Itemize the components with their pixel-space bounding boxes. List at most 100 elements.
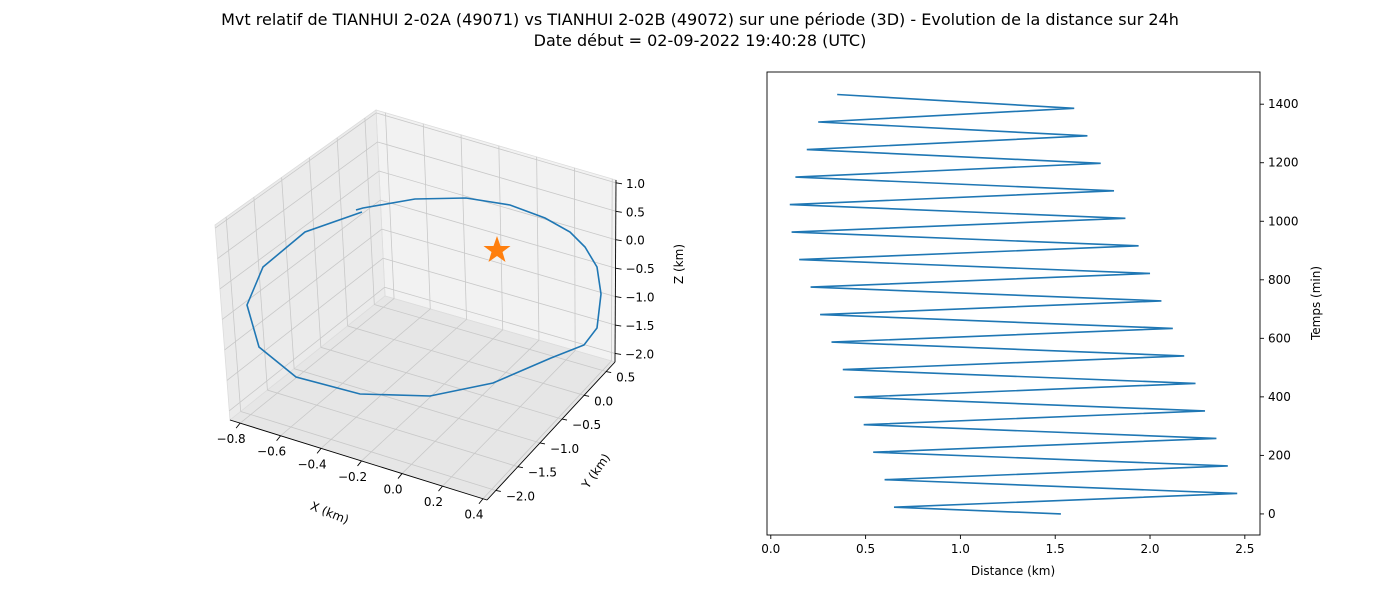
x-tick-label-3d: −0.8 — [217, 432, 246, 446]
grid-line-y-floor — [374, 304, 607, 372]
grid-line-y-side — [281, 177, 295, 369]
distance-series-line — [789, 93, 1238, 515]
y-axis-line-3d — [486, 361, 616, 501]
grid-line-z-side — [215, 112, 377, 229]
grid-line-y-side — [336, 137, 348, 326]
x-tick-label-3d: −0.4 — [297, 457, 326, 471]
x-tick-label-3d: −0.2 — [338, 470, 367, 484]
z-tick-label-3d: −2.0 — [625, 347, 654, 361]
y-tick-label-2d: 600 — [1268, 331, 1291, 345]
x-tick-label-3d: 0.4 — [464, 508, 483, 522]
y-tick-label-2d: 1200 — [1268, 156, 1299, 170]
y-tick-3d — [517, 466, 523, 469]
x-axis-line-3d — [229, 419, 488, 501]
x-tick-label-2d: 0.5 — [856, 542, 875, 556]
y-tick-3d — [606, 371, 612, 373]
grid-line-x-back — [536, 156, 540, 341]
figure-title: Mvt relatif de TIANHUI 2-02A (49071) vs … — [0, 9, 1400, 51]
y-tick-label-2d: 400 — [1268, 390, 1291, 404]
y-tick-label-3d: −1.0 — [550, 442, 579, 456]
z-tick-label-3d: 0.0 — [626, 234, 645, 248]
grid-line-x-back — [574, 167, 576, 351]
z-axis-label: Z (km) — [672, 244, 686, 284]
z-tick-label-3d: −0.5 — [626, 262, 655, 276]
x-tick-3d — [397, 473, 403, 479]
axes-3d: −0.8 −0.6 −0.4 −0.2 0.0 0.2 0.4 −2.0 −1.5 −1.0 −0.… — [217, 177, 655, 522]
x-tick-3d — [276, 435, 281, 442]
grid-line-z-back — [377, 141, 616, 212]
orbit-line — [246, 197, 602, 397]
z-tick-label-3d: 1.0 — [626, 177, 645, 191]
y-tick-label-2d: 200 — [1268, 448, 1291, 462]
grid-line-z-back — [384, 286, 616, 354]
plot-2d-frame — [766, 71, 1261, 536]
grid-line-z-side — [217, 141, 378, 259]
grid-line-z-back — [381, 228, 616, 297]
grid-line-x-floor — [280, 308, 431, 437]
x-tick-3d — [478, 498, 484, 505]
x-tick-label-2d: 1.5 — [1046, 542, 1065, 556]
y-axis-label: Y (km) — [578, 451, 613, 492]
x-tick-3d — [235, 422, 241, 429]
y-tick-label-3d: 0.5 — [616, 371, 635, 385]
x-tick-label-2d: 2.0 — [1140, 542, 1159, 556]
z-tick-label-3d: 0.5 — [626, 205, 645, 219]
grid-line-y-side — [308, 157, 322, 348]
z-tick-3d — [615, 296, 622, 299]
z-tick-label-3d: −1.5 — [625, 319, 654, 333]
axes-2d: 0.0 0.5 1.0 1.5 2.0 2.5 0 200 400 600 800 1000 1200 1… — [761, 97, 1298, 556]
z-tick-3d — [615, 210, 622, 213]
grid-line-y-side — [225, 217, 242, 412]
y-tick-label-2d: 0 — [1268, 507, 1276, 521]
x-tick-label-2d: 2.5 — [1235, 542, 1254, 556]
z-tick-3d — [615, 182, 623, 185]
x-axis-label: X (km) — [308, 499, 350, 527]
x-tick-label-3d: −0.6 — [257, 445, 286, 459]
x-tick-label-2d: 0.0 — [761, 542, 780, 556]
y-tick-3d — [539, 442, 546, 445]
grid-line-y-floor — [294, 368, 541, 444]
grid-line-y-floor — [240, 411, 496, 491]
z-tick-label-3d: −1.0 — [625, 291, 654, 305]
plot-2d: 0.0 0.5 1.0 1.5 2.0 2.5 0 200 400 600 800 1000 1200 1… — [761, 71, 1323, 578]
y-tick-3d — [495, 490, 501, 492]
grid-line-z-side — [229, 286, 385, 412]
origin-star-marker — [483, 236, 511, 262]
y-tick-label-2d: 1400 — [1268, 97, 1299, 111]
y-tick-label-2d: 1000 — [1268, 214, 1299, 228]
grid-line-y-side — [364, 117, 375, 305]
grid-line-z-back — [376, 112, 617, 184]
grid-line-x-back — [610, 178, 613, 361]
grid-line-y-floor — [320, 346, 563, 420]
title-line-2: Date début = 02-09-2022 19:40:28 (UTC) — [533, 31, 867, 50]
y-axis-label-2d: Temps (min) — [1309, 266, 1323, 341]
z-tick-3d — [615, 239, 622, 242]
x-tick-3d — [357, 460, 362, 467]
grid-line-x-floor — [442, 350, 576, 487]
plot-3d: −0.8 −0.6 −0.4 −0.2 0.0 0.2 0.4 −2.0 −1.5 −1.0 −0.… — [214, 109, 686, 527]
grid-line-z-side — [219, 170, 380, 290]
z-tick-3d — [614, 353, 622, 355]
x-tick-label-3d: 0.0 — [383, 483, 402, 497]
grid-line-x-floor — [401, 339, 540, 474]
grid-line-z-back — [380, 199, 616, 269]
grid-line-x-back — [460, 134, 467, 320]
grid-line-y-side — [253, 197, 268, 391]
y-tick-3d — [584, 394, 590, 397]
grid-line-x-back — [498, 145, 504, 330]
y-tick-3d — [561, 418, 568, 421]
grid-line-x-back — [385, 112, 395, 299]
z-tick-3d — [615, 267, 622, 270]
grid-line-y-floor — [267, 389, 519, 468]
x-tick-label-2d: 1.0 — [951, 542, 970, 556]
grid-line-x-floor — [482, 360, 612, 500]
x-tick-3d — [438, 485, 443, 492]
x-axis-label-2d: Distance (km) — [971, 564, 1055, 578]
y-tick-label-3d: −2.0 — [506, 489, 535, 503]
x-tick-3d — [316, 448, 322, 454]
y-tick-label-3d: 0.0 — [594, 394, 613, 408]
grid-3d — [215, 112, 617, 500]
z-tick-3d — [615, 324, 622, 327]
x-tick-label-3d: 0.2 — [424, 495, 443, 509]
